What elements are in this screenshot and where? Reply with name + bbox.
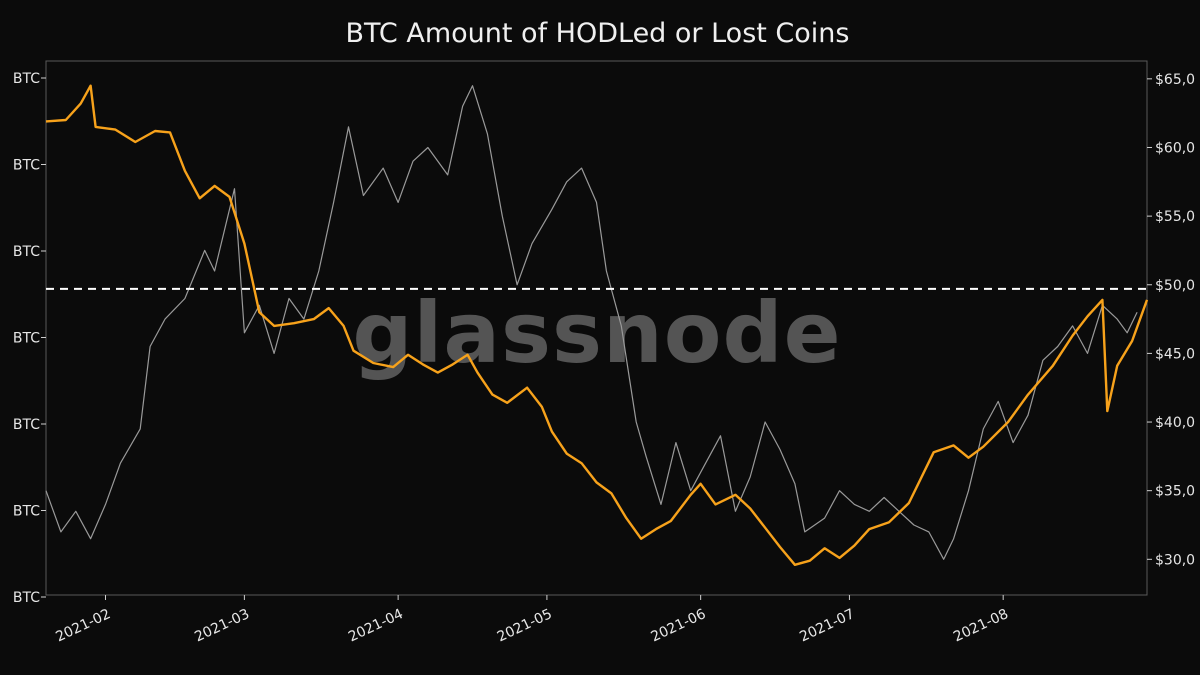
left-tick-label: BTC — [13, 331, 40, 347]
x-axis: 2021-02 2021-03 2021-04 2021-05 2021-06 2021-… — [53, 595, 1011, 645]
x-tick-label: 2021-02 — [53, 606, 113, 645]
glassnode-watermark: glassnode — [352, 284, 841, 382]
right-tick-label: $30,0 — [1155, 552, 1195, 568]
left-tick-label: BTC — [13, 71, 40, 87]
x-tick-label: 2021-08 — [951, 606, 1011, 645]
right-tick-label: $65,0 — [1155, 72, 1195, 88]
x-tick-label: 2021-03 — [192, 606, 252, 645]
left-tick-label: BTC — [13, 417, 40, 433]
price-series-line — [45, 85, 1138, 560]
right-tick-label: $55,0 — [1155, 209, 1195, 225]
x-tick-label: 2021-05 — [495, 606, 555, 645]
right-tick-label: $50,0 — [1155, 278, 1195, 294]
hodl-series-line — [45, 84, 1149, 566]
x-tick-label: 2021-04 — [346, 606, 406, 645]
right-axis: $30,0 $35,0 $40,0 $45,0 $50,0 $55,0 $60,0 $65,0 — [1147, 72, 1195, 568]
left-tick-label: BTC — [13, 244, 40, 260]
right-tick-label: $40,0 — [1155, 415, 1195, 431]
left-tick-label: BTC — [13, 504, 40, 520]
left-tick-label: BTC — [13, 158, 40, 174]
left-tick-label: BTC — [13, 590, 40, 606]
left-axis: BTC BTC BTC BTC BTC BTC BTC — [13, 71, 46, 606]
right-tick-label: $35,0 — [1155, 484, 1195, 500]
series-layer — [45, 84, 1149, 566]
plot-frame — [45, 60, 1148, 596]
right-tick-label: $45,0 — [1155, 346, 1195, 362]
right-tick-label: $60,0 — [1155, 140, 1195, 156]
x-tick-label: 2021-07 — [797, 606, 857, 645]
chart-title: BTC Amount of HODLed or Lost Coins — [345, 18, 850, 49]
x-tick-label: 2021-06 — [649, 606, 709, 645]
